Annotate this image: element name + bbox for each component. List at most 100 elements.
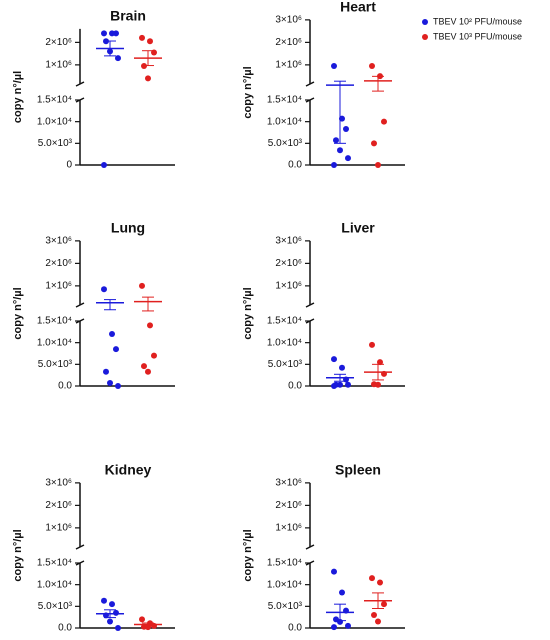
- data-point: [375, 162, 381, 168]
- data-point: [147, 38, 153, 45]
- data-point: [115, 383, 121, 389]
- data-point: [107, 379, 113, 386]
- y-tick-label: 3×10⁶: [275, 478, 302, 489]
- data-point: [109, 331, 115, 337]
- y-tick-label: 1×10⁶: [45, 523, 72, 534]
- data-point: [141, 363, 147, 370]
- y-tick-label: 1×10⁶: [275, 523, 302, 534]
- y-tick-label: 1.5×10⁴: [267, 316, 302, 327]
- y-tick-label: 5.0×10³: [268, 601, 303, 612]
- data-point: [331, 624, 337, 631]
- data-point: [339, 364, 345, 371]
- data-point: [369, 63, 375, 69]
- y-tick-label: 0.0: [288, 381, 302, 392]
- chart-title: Heart: [340, 0, 376, 15]
- data-point: [101, 597, 107, 604]
- y-tick-label: 5.0×10³: [38, 601, 73, 612]
- data-point: [109, 601, 115, 608]
- y-axis-label: copy n°/µl: [242, 529, 254, 581]
- y-tick-label: 3×10⁶: [45, 236, 72, 247]
- y-tick-label: 5.0×10³: [268, 359, 303, 370]
- data-point: [345, 622, 351, 629]
- legend-marker: [422, 19, 428, 25]
- data-point: [371, 140, 377, 147]
- axis-break: [305, 302, 315, 308]
- y-tick-label: 2×10⁶: [275, 37, 302, 48]
- data-point: [331, 383, 337, 389]
- data-point: [115, 55, 121, 62]
- chart-title: Spleen: [335, 462, 381, 478]
- data-point: [333, 137, 339, 144]
- data-point: [381, 118, 387, 125]
- data-point: [113, 30, 119, 37]
- y-axis-label: copy n°/µl: [242, 66, 254, 118]
- data-point: [139, 34, 145, 41]
- axis-break: [75, 302, 85, 308]
- axis-break: [305, 81, 315, 87]
- y-tick-label: 1×10⁶: [45, 60, 72, 71]
- y-tick-label: 1×10⁶: [45, 281, 72, 292]
- y-tick-label: 3×10⁶: [45, 478, 72, 489]
- data-point: [377, 579, 383, 586]
- data-point: [381, 601, 387, 608]
- y-tick-label: 2×10⁶: [45, 258, 72, 269]
- data-point: [139, 616, 145, 623]
- data-point: [337, 147, 343, 154]
- axis-break: [75, 544, 85, 550]
- data-point: [101, 30, 107, 37]
- data-point: [139, 282, 145, 289]
- data-point: [115, 625, 121, 631]
- y-tick-label: 1.5×10⁴: [37, 558, 72, 569]
- y-axis-label: copy n°/µl: [12, 287, 24, 339]
- y-tick-label: 0.0: [288, 160, 302, 171]
- data-point: [343, 126, 349, 133]
- y-tick-label: 0.0: [58, 381, 72, 392]
- y-tick-label: 1.0×10⁴: [37, 579, 72, 590]
- data-point: [113, 346, 119, 353]
- y-axis-label: copy n°/µl: [12, 529, 24, 581]
- axis-break: [75, 81, 85, 87]
- data-point: [331, 568, 337, 575]
- y-tick-label: 1.0×10⁴: [267, 579, 302, 590]
- data-point: [331, 63, 337, 69]
- data-point: [369, 575, 375, 582]
- y-tick-label: 3×10⁶: [275, 15, 302, 26]
- y-tick-label: 1.5×10⁴: [37, 95, 72, 106]
- y-tick-label: 1.5×10⁴: [267, 95, 302, 106]
- y-tick-label: 0.0: [288, 623, 302, 634]
- y-tick-label: 2×10⁶: [275, 500, 302, 511]
- data-point: [103, 368, 109, 375]
- data-point: [337, 381, 343, 388]
- y-tick-label: 2×10⁶: [45, 500, 72, 511]
- data-point: [377, 359, 383, 366]
- y-axis-label: copy n°/µl: [242, 287, 254, 339]
- y-tick-label: 1.0×10⁴: [37, 337, 72, 348]
- data-point: [151, 352, 157, 359]
- data-point: [375, 618, 381, 625]
- y-tick-label: 5.0×10³: [38, 359, 73, 370]
- chart-title: Liver: [341, 220, 375, 236]
- data-point: [145, 75, 151, 82]
- data-point: [331, 356, 337, 363]
- data-point: [345, 155, 351, 162]
- y-tick-label: 1×10⁶: [275, 281, 302, 292]
- data-point: [101, 162, 107, 168]
- y-tick-label: 2×10⁶: [45, 37, 72, 48]
- data-point: [345, 381, 351, 388]
- chart-title: Brain: [110, 8, 146, 24]
- y-tick-label: 1×10⁶: [275, 60, 302, 71]
- axis-break: [305, 544, 315, 550]
- chart-title: Kidney: [105, 462, 152, 478]
- y-tick-label: 1.0×10⁴: [37, 116, 72, 127]
- data-point: [145, 368, 151, 375]
- y-axis-label: copy n°/µl: [12, 71, 24, 123]
- y-tick-label: 1.5×10⁴: [267, 558, 302, 569]
- data-point: [369, 341, 375, 348]
- y-tick-label: 2×10⁶: [275, 258, 302, 269]
- y-tick-label: 1.0×10⁴: [267, 337, 302, 348]
- legend-label: TBEV 10³ PFU/mouse: [433, 31, 522, 41]
- data-point: [147, 322, 153, 329]
- data-point: [113, 609, 119, 616]
- y-tick-label: 5.0×10³: [38, 138, 73, 149]
